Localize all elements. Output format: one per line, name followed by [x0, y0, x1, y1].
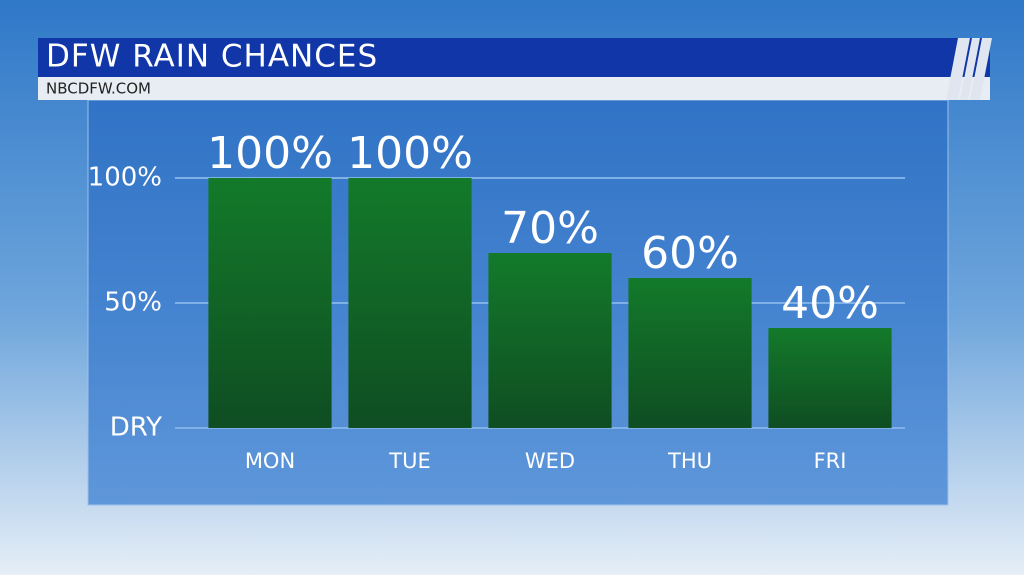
y-tick-label: DRY [110, 413, 162, 443]
x-tick-label: WED [525, 449, 575, 473]
x-tick-label: THU [667, 449, 712, 473]
bar [348, 178, 472, 428]
chart-title: DFW RAIN CHANCES [46, 39, 378, 75]
value-label: 60% [641, 228, 739, 279]
chart-subtitle: NBCDFW.COM [46, 80, 151, 98]
title-bar [38, 38, 990, 77]
value-label: 100% [347, 128, 473, 179]
value-label: 40% [781, 278, 879, 329]
y-tick-label: 100% [88, 163, 162, 193]
subtitle-bar [38, 77, 990, 100]
bar [208, 178, 332, 428]
bar [628, 278, 752, 428]
bar [488, 253, 612, 428]
stripes [946, 38, 992, 100]
x-tick-label: FRI [814, 449, 847, 473]
value-label: 70% [501, 203, 599, 254]
bar [768, 328, 892, 428]
x-tick-label: MON [245, 449, 295, 473]
y-tick-label: 50% [104, 288, 162, 318]
x-tick-label: TUE [388, 449, 430, 473]
value-label: 100% [207, 128, 333, 179]
